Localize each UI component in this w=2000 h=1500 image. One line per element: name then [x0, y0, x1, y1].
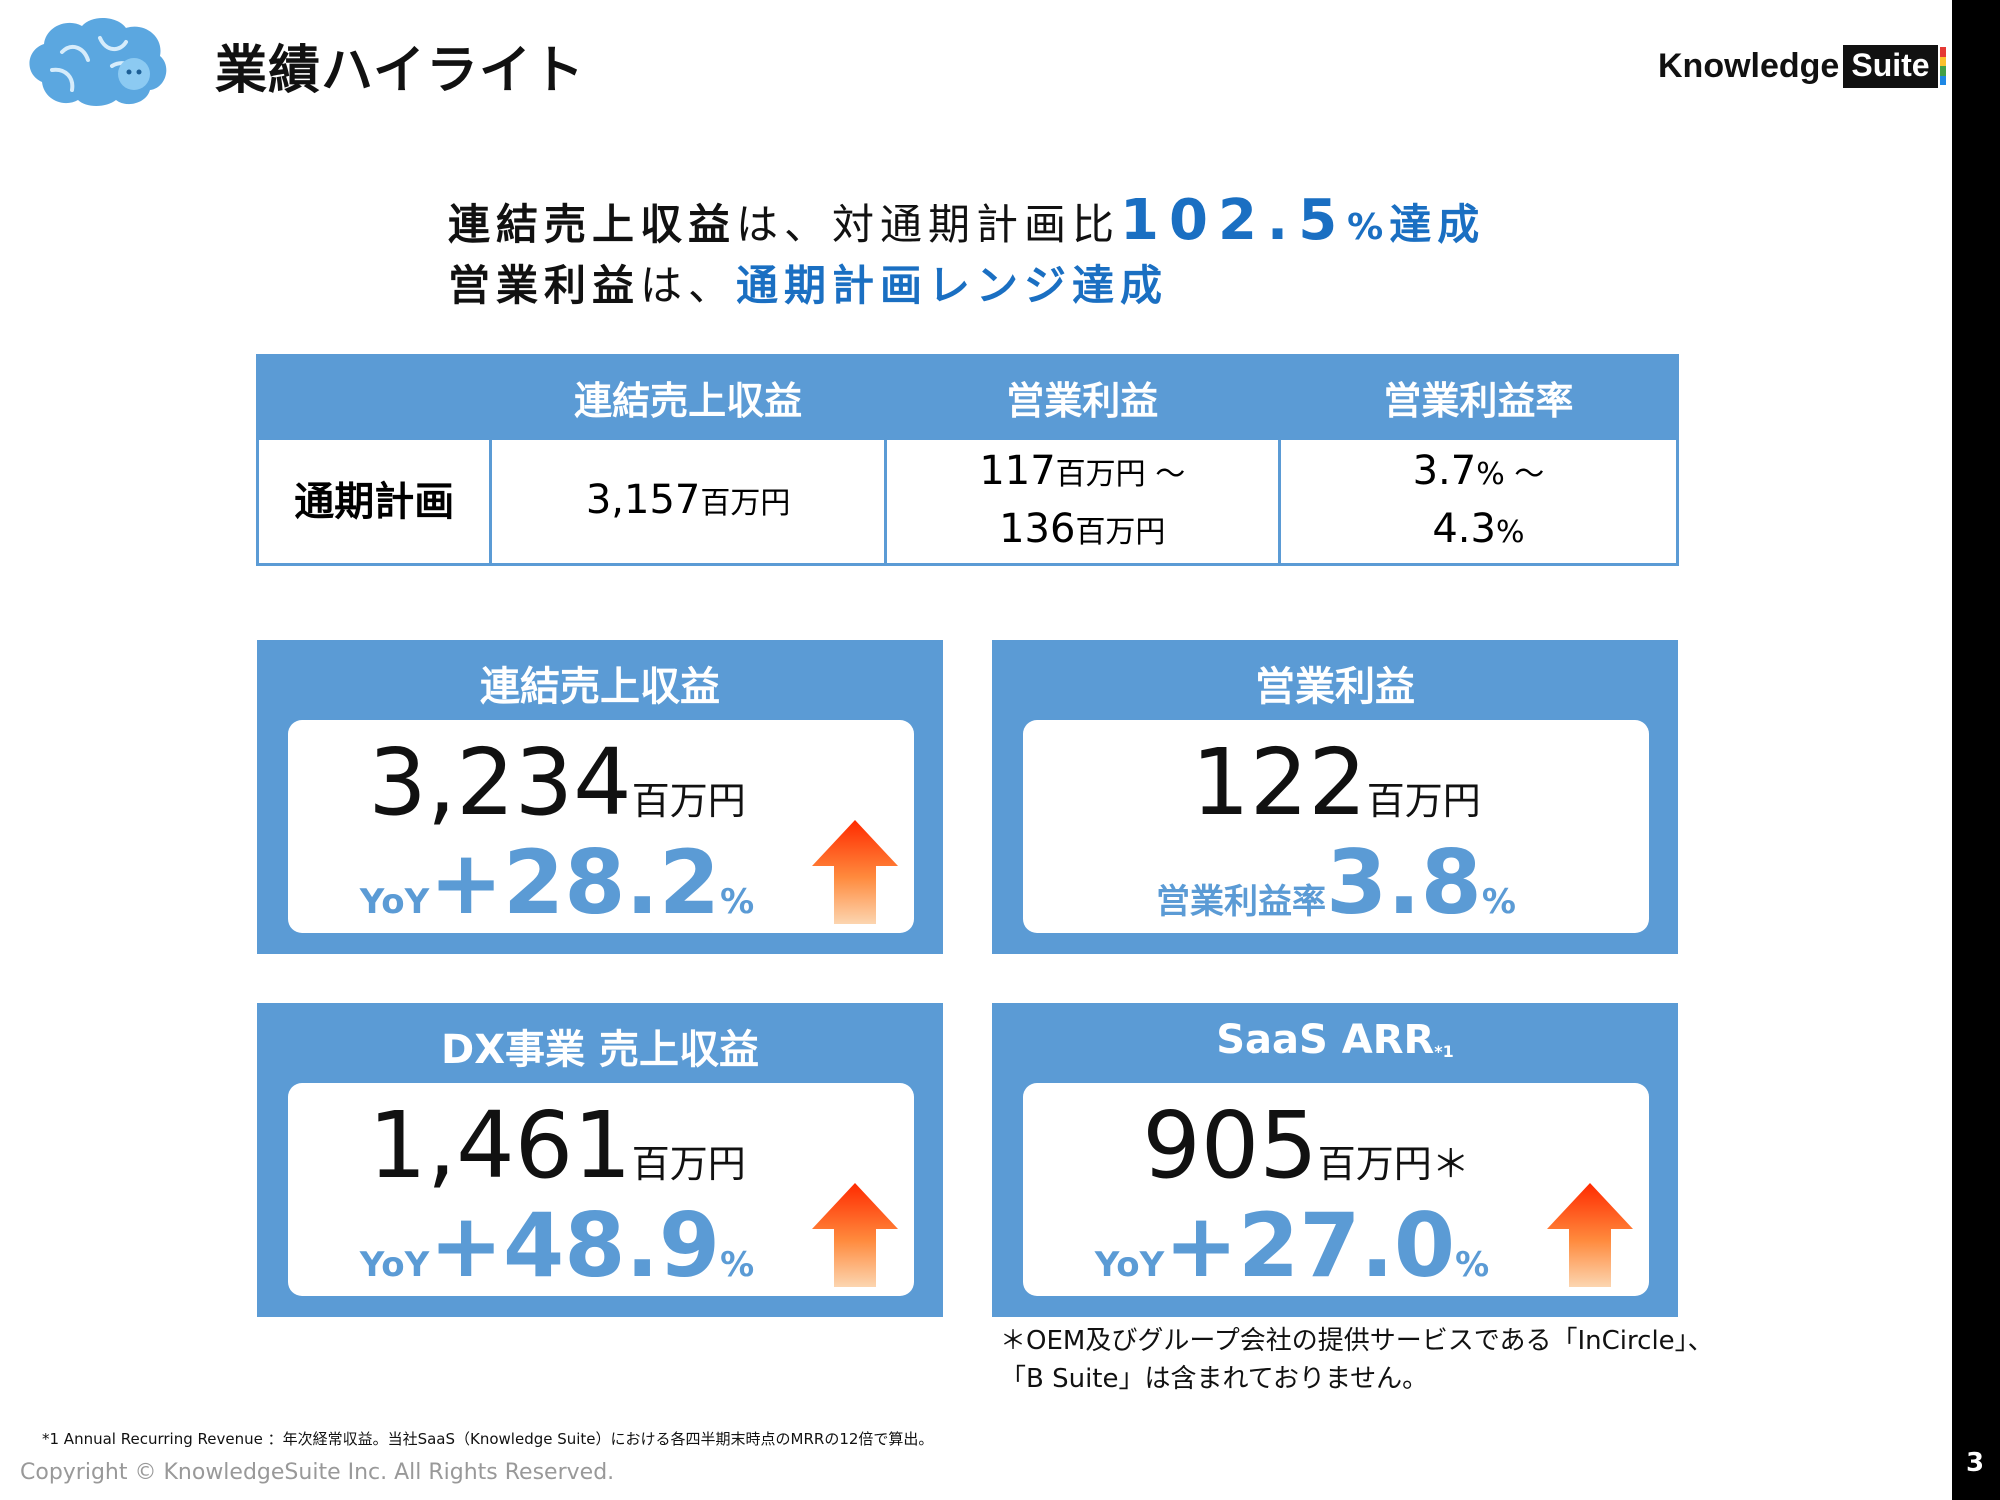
plan-revenue-value: 3,157: [585, 476, 701, 523]
plan-margin-low-unit: % ～: [1476, 456, 1545, 492]
plan-margin-high: 4.3: [1432, 505, 1496, 552]
card-saas-value: 905: [1142, 1092, 1318, 1199]
card-dx-value: 1,461: [368, 1092, 632, 1199]
oem-note-line-2: 「B Suite」は含まれておりません。: [1000, 1364, 1429, 1394]
up-arrow-icon: [812, 820, 898, 924]
card-dx-sub-unit: %: [720, 1245, 755, 1285]
plan-table: 連結売上収益 営業利益 営業利益率 通期計画 3,157百万円 117百万円 ～…: [255, 354, 1680, 566]
oem-note: ＊OEM及びグループ会社の提供サービスである「InCircle」、 「B Sui…: [1000, 1322, 1714, 1398]
card-op-profit-sub-unit: %: [1481, 882, 1516, 922]
page-title: 業績ハイライト: [215, 41, 585, 101]
plan-margin-cell: 3.7% ～ 4.3%: [1277, 437, 1680, 566]
card-saas-unit: 百万円＊: [1317, 1142, 1470, 1186]
card-op-profit-main: 122百万円: [1023, 728, 1649, 856]
brain-logo-icon: [29, 17, 167, 106]
plan-op-high-unit: 百万円: [1075, 514, 1166, 550]
card-dx-sub: YoY+48.9%: [244, 1201, 870, 1291]
brand-stripes: [1939, 47, 1946, 85]
up-arrow-icon: [1547, 1183, 1633, 1287]
plan-table-header-row: 連結売上収益 営業利益 営業利益率: [255, 354, 1680, 440]
up-arrow-icon: [812, 1183, 898, 1287]
plan-op-high: 136: [999, 505, 1076, 552]
plan-margin-high-unit: %: [1495, 514, 1525, 550]
page-number: 3: [1965, 1448, 1985, 1478]
card-revenue-sub: YoY+28.2%: [244, 838, 870, 928]
oem-note-line-1: ＊OEM及びグループ会社の提供サービスである「InCircle」、: [1000, 1326, 1714, 1356]
plan-margin-low: 3.7: [1412, 447, 1477, 494]
card-saas-sub-unit: %: [1455, 1245, 1490, 1285]
card-saas-body: 905百万円＊ YoY+27.0%: [1023, 1083, 1649, 1296]
card-saas-sub-label: YoY: [1094, 1245, 1165, 1285]
card-saas-title-wrap: SaaS ARR*1: [992, 1017, 1678, 1063]
plan-revenue-cell: 3,157百万円: [489, 437, 887, 566]
brand-knowledge-text: Knowledge: [1658, 46, 1840, 85]
card-op-profit-title: 営業利益: [1255, 664, 1415, 710]
headline-2-mid: は、: [640, 261, 737, 310]
card-op-profit-unit: 百万円: [1366, 779, 1481, 823]
card-op-profit-sub: 営業利益率3.8%: [1023, 838, 1649, 928]
card-dx-main: 1,461百万円: [244, 1091, 870, 1219]
card-op-profit: 営業利益 122百万円 営業利益率3.8%: [992, 640, 1678, 954]
headline-1-mid: は、対通期計画比: [736, 200, 1121, 249]
headline-1-end: 達成: [1389, 200, 1486, 249]
card-revenue-sub-unit: %: [720, 882, 755, 922]
plan-header-empty: [255, 354, 493, 440]
card-saas-main: 905百万円＊: [993, 1091, 1619, 1219]
brand-suite-text: Suite: [1843, 44, 1938, 88]
right-sidebar-bar: [1952, 0, 2000, 1500]
card-revenue-sub-value: +28.2: [429, 831, 721, 934]
plan-header-op-profit: 営業利益: [883, 354, 1281, 440]
brand-logo: Knowledge Suite: [1658, 42, 1946, 90]
card-saas-sub: YoY+27.0%: [979, 1201, 1605, 1291]
plan-revenue-unit: 百万円: [700, 485, 791, 521]
card-revenue-title: 連結売上収益: [480, 664, 720, 710]
copyright: Copyright © KnowledgeSuite Inc. All Righ…: [20, 1460, 615, 1485]
plan-table-row: 通期計画 3,157百万円 117百万円 ～ 136百万円 3.7% ～ 4.3…: [255, 437, 1680, 566]
card-saas-sub-value: +27.0: [1164, 1194, 1456, 1297]
card-op-profit-sub-label: 営業利益率: [1156, 882, 1327, 922]
card-op-profit-value: 122: [1191, 729, 1367, 836]
card-revenue-body: 3,234百万円 YoY+28.2%: [288, 720, 914, 933]
card-dx-title: DX事業 売上収益: [441, 1027, 759, 1073]
card-saas-title-note: *1: [1434, 1042, 1454, 1061]
headline-2-subject: 営業利益: [448, 261, 641, 310]
card-dx-sub-value: +48.9: [429, 1194, 721, 1297]
card-dx-revenue: DX事業 売上収益 1,461百万円 YoY+48.9%: [257, 1003, 943, 1317]
plan-op-low-unit: 百万円 ～: [1055, 456, 1186, 492]
headline-line-1: 連結売上収益は、対通期計画比102.5%達成: [448, 188, 1485, 253]
card-revenue-unit: 百万円: [631, 779, 746, 823]
card-dx-sub-label: YoY: [359, 1245, 430, 1285]
card-saas-arr: SaaS ARR*1 905百万円＊ YoY+27.0%: [992, 1003, 1678, 1317]
headline-1-pct: %: [1347, 207, 1390, 248]
headline-1-value: 102.5: [1120, 188, 1348, 253]
plan-header-revenue: 連結売上収益: [489, 354, 887, 440]
plan-op-low: 117: [979, 447, 1056, 494]
card-revenue-sub-label: YoY: [359, 882, 430, 922]
card-op-profit-sub-value: 3.8: [1326, 831, 1482, 934]
card-dx-body: 1,461百万円 YoY+48.9%: [288, 1083, 914, 1296]
headline-2-accent: 通期計画レンジ達成: [736, 261, 1169, 310]
card-op-profit-body: 122百万円 営業利益率3.8%: [1023, 720, 1649, 933]
headline-line-2: 営業利益は、通期計画レンジ達成: [448, 252, 1168, 313]
card-dx-unit: 百万円: [631, 1142, 746, 1186]
card-revenue-main: 3,234百万円: [244, 728, 870, 856]
footnote: *1 Annual Recurring Revenue ：年次経常収益。当社Sa…: [42, 1430, 934, 1448]
plan-op-profit-cell: 117百万円 ～ 136百万円: [883, 437, 1281, 566]
plan-row-label: 通期計画: [255, 437, 493, 566]
headline-1-subject: 連結売上収益: [448, 200, 737, 249]
card-saas-title: SaaS ARR: [1216, 1017, 1435, 1063]
plan-header-margin: 営業利益率: [1277, 354, 1680, 440]
card-revenue-value: 3,234: [368, 729, 632, 836]
card-revenue: 連結売上収益 3,234百万円 YoY+28.2%: [257, 640, 943, 954]
